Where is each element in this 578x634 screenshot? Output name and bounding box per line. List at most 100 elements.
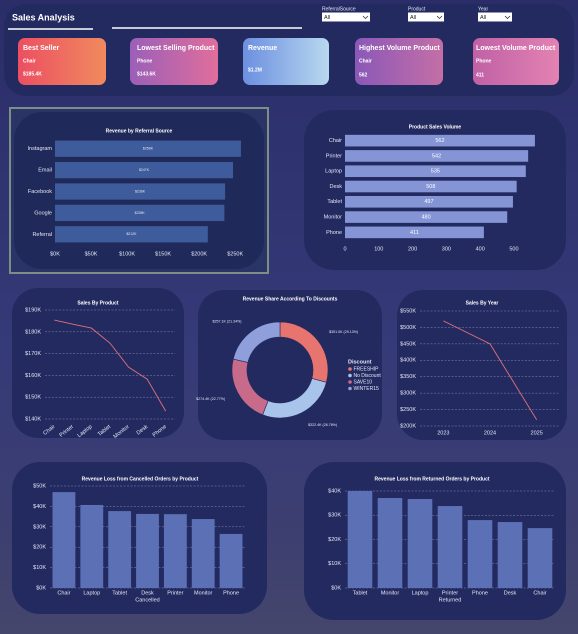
x-tick-label: $100K [119,251,135,257]
data-label: $274.4K (22.77%) [196,397,225,401]
x-tick-label: Tablet [353,590,368,596]
chart-panel [304,462,566,620]
y-tick-label: $200K [400,423,416,429]
filter-dropdown[interactable] [478,12,512,22]
y-tick-label: $400K [400,358,416,364]
y-tick-label: Instagram [28,146,53,152]
x-tick-label: $200K [191,251,207,257]
y-tick-label: $0K [36,585,46,591]
y-tick-label: $0K [331,585,341,591]
legend-title: Discount [348,359,372,365]
legend-label: FREESHIP [354,366,380,372]
bar [345,195,513,208]
x-tick-label: 0 [343,246,346,252]
x-tick-label: Laptop [83,590,100,596]
data-label: $258K [143,147,154,151]
chart-panel [198,290,382,440]
kpi-title: Highest Volume Product [359,45,440,52]
y-tick-label: Email [38,168,52,174]
data-label: $212K [126,232,137,236]
x-tick-label: 2024 [484,430,496,436]
kpi-item: Phone [476,58,491,64]
chart-title: Sales By Product [77,300,118,306]
data-label: 480 [422,215,431,221]
y-tick-label: Phone [326,230,342,236]
data-label: $322.4K (26.76%) [308,423,337,427]
bar [55,140,241,157]
data-label: 535 [431,169,440,175]
filter-label: Year [478,6,488,12]
kpi-item: Chair [23,58,36,64]
y-tick-label: $40K [33,504,46,510]
x-tick-label: Printer [167,590,183,596]
kpi-card [473,38,559,85]
bar [108,511,132,588]
bar [191,519,215,588]
data-label: 542 [432,153,441,159]
y-tick-label: $250K [400,407,416,413]
y-tick-label: $50K [33,483,46,489]
y-tick-label: Tablet [327,199,342,205]
legend-label: No Discount [354,373,382,379]
kpi-card [130,38,218,85]
chart-title: Revenue Share According To Discounts [243,296,338,302]
x-tick-label: Chair [57,590,70,596]
x-axis-title: Cancelled [135,597,159,603]
x-tick-label: 500 [509,246,518,252]
data-label: $257.1K (21.34%) [212,319,241,323]
y-tick-label: $40K [328,488,341,494]
y-tick-label: $170K [25,351,41,357]
bar [163,514,187,588]
filter-dropdown[interactable] [408,12,444,22]
bar [497,522,523,588]
kpi-value: $185.4K [23,71,42,77]
x-tick-label: 2025 [531,430,543,436]
y-tick-label: $140K [25,416,41,422]
kpi-title: Revenue [248,45,277,52]
chart-panel [397,290,567,440]
legend-marker [348,373,352,378]
chart-panel [12,288,184,438]
x-tick-label: 400 [476,246,485,252]
filter-dropdown[interactable] [322,12,370,22]
bar [345,150,529,162]
x-tick-label: $0K [50,251,60,257]
y-tick-label: $190K [25,307,41,313]
y-tick-label: Google [34,210,52,216]
bar [347,491,373,588]
bar [377,498,403,588]
y-tick-label: $450K [400,341,416,347]
y-tick-label: $10K [33,565,46,571]
chevron [504,15,511,19]
kpi-card [355,38,443,85]
bar [345,134,535,147]
line [443,320,538,420]
kpi-item: Chair [359,58,372,64]
y-tick-label: Facebook [28,189,52,195]
data-label: $351.0K (29.13%) [329,330,358,334]
x-tick-label: Monitor [194,590,213,596]
y-tick-label: Laptop [325,169,342,175]
data-label: $236K [135,189,146,193]
legend-marker [348,367,352,371]
data-label: 497 [424,199,433,205]
kpi-value: 411 [476,72,484,78]
y-tick-label: $20K [33,545,46,551]
kpi-card [243,38,329,85]
bar [345,165,526,178]
x-tick-label: Desk [141,590,154,596]
x-tick-label: Chair [533,590,546,596]
x-tick-label: Tablet [112,590,127,596]
line [54,319,167,412]
y-tick-label: $150K [25,395,41,401]
kpi-card [18,38,106,85]
kpi-title: Lowest Selling Product [137,45,215,52]
legend-marker [348,380,352,384]
y-tick-label: Chair [329,138,342,144]
legend-label: SAVE10 [354,379,373,385]
x-axis-title: Returned [439,597,462,603]
chevron [436,15,443,19]
data-label: 508 [426,184,435,190]
data-label: $247K [139,168,150,172]
